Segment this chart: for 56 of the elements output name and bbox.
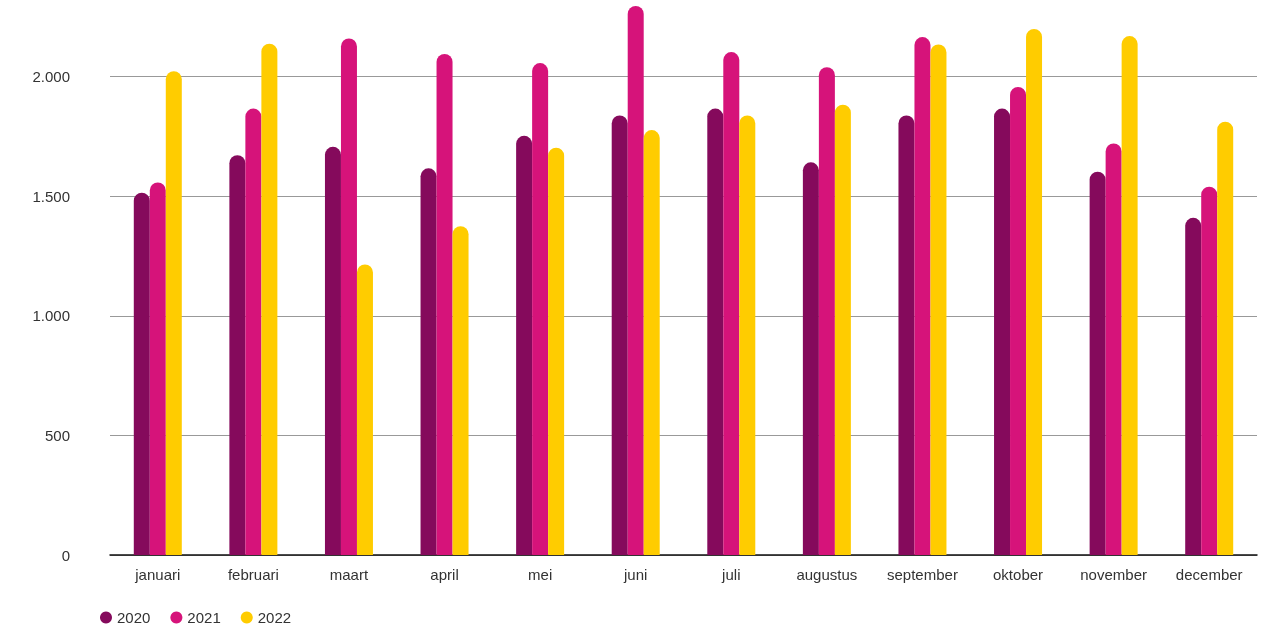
bar <box>1026 28 1043 555</box>
bar <box>420 168 437 555</box>
bar <box>261 43 278 555</box>
y-tick-label: 1.500 <box>32 187 70 205</box>
x-tick-label: maart <box>329 566 369 583</box>
x-tick-label: november <box>1080 566 1147 583</box>
x-tick-label: februari <box>227 566 279 583</box>
x-tick-label: april <box>430 566 459 583</box>
bar <box>340 38 357 555</box>
bar <box>1121 36 1138 555</box>
bar <box>1201 186 1218 555</box>
y-tick-label: 0 <box>61 546 70 564</box>
y-tick-label: 1.000 <box>32 307 70 325</box>
x-tick-label: juni <box>623 566 648 583</box>
bar <box>707 108 724 555</box>
x-tick-label: september <box>887 566 958 583</box>
bar <box>643 130 660 555</box>
bar <box>1185 217 1202 555</box>
bar <box>723 52 740 555</box>
x-tick-label: december <box>1175 566 1243 583</box>
bar <box>548 147 565 555</box>
bar <box>516 135 533 555</box>
bar <box>914 37 931 555</box>
bar <box>1105 143 1122 555</box>
legend-label: 2021 <box>187 609 221 626</box>
bar <box>1010 87 1027 555</box>
bar <box>229 155 246 555</box>
bar <box>802 162 819 555</box>
bar <box>245 108 262 555</box>
bar <box>1089 171 1106 555</box>
y-tick-label: 2.000 <box>32 68 70 86</box>
bar <box>165 71 182 555</box>
bar <box>436 54 453 555</box>
bar <box>818 67 835 555</box>
bar <box>739 115 756 555</box>
bar <box>133 192 150 555</box>
bar <box>627 5 644 555</box>
x-tick-label: oktober <box>993 566 1044 583</box>
legend-label: 2022 <box>257 609 292 626</box>
bar <box>611 115 628 555</box>
bar <box>149 182 166 555</box>
bar <box>898 115 915 555</box>
bar <box>1217 121 1234 555</box>
bar <box>834 104 851 555</box>
bar <box>994 108 1011 555</box>
y-tick-label: 500 <box>44 426 70 444</box>
bar <box>324 146 341 555</box>
x-tick-label: augustus <box>796 566 858 583</box>
bar <box>452 226 469 555</box>
legend-label: 2020 <box>117 609 151 626</box>
bar <box>356 264 373 555</box>
x-tick-label: mei <box>528 566 553 583</box>
x-tick-label: januari <box>134 566 181 583</box>
bar <box>930 44 947 555</box>
x-tick-label: juli <box>721 566 741 583</box>
bar <box>532 63 549 555</box>
